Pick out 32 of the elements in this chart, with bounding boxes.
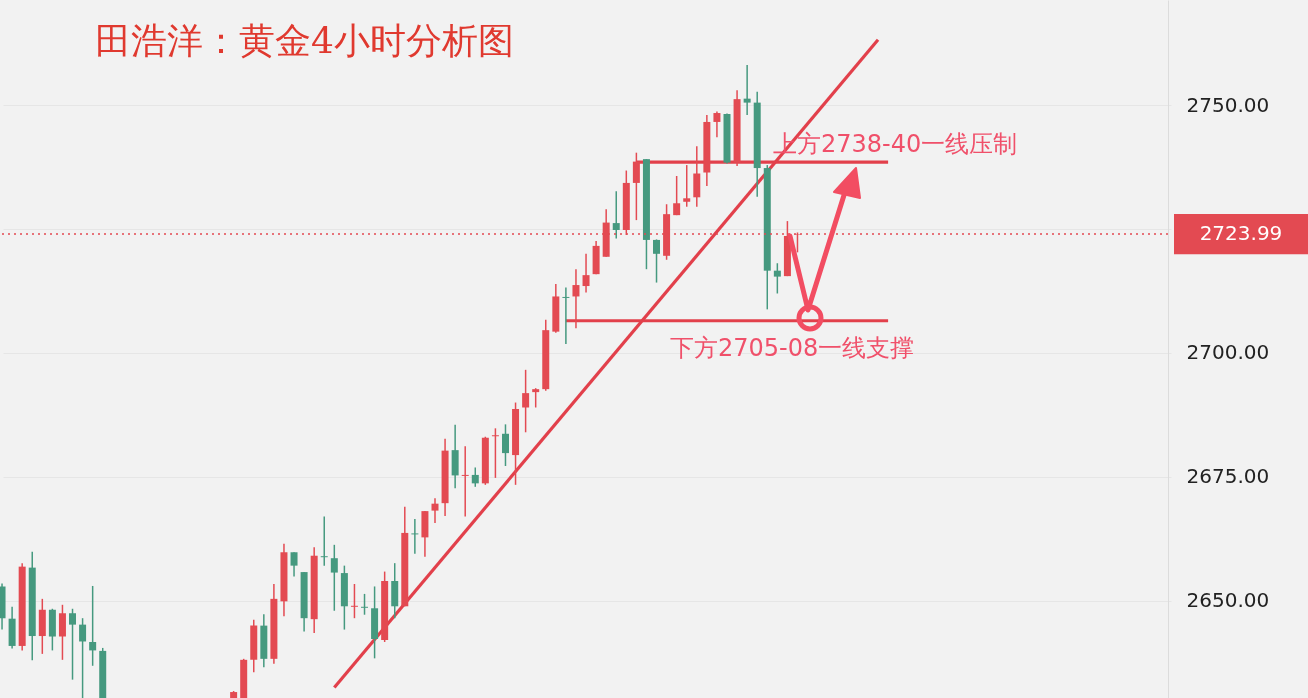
ref-line-label: 2723.99 bbox=[1199, 221, 1283, 246]
candlestick bbox=[431, 497, 439, 524]
candlestick bbox=[532, 387, 540, 409]
y-tick-label: 2700.00 bbox=[1186, 340, 1270, 365]
candlestick bbox=[582, 253, 590, 294]
candlestick bbox=[461, 445, 469, 518]
y-tick-label: 2675.00 bbox=[1186, 464, 1270, 489]
candlestick bbox=[673, 175, 681, 216]
candlestick bbox=[79, 617, 87, 698]
candlestick bbox=[89, 585, 97, 667]
candlestick bbox=[320, 515, 328, 567]
candlestick bbox=[69, 608, 77, 681]
candlestick bbox=[653, 238, 661, 284]
y-tick-label: 2650.00 bbox=[1186, 588, 1270, 613]
candlestick bbox=[290, 551, 298, 578]
candlestick bbox=[522, 369, 530, 434]
candlestick bbox=[350, 583, 358, 619]
annotation: 下方2705-08一线支撑 bbox=[670, 334, 915, 362]
candlestick bbox=[743, 64, 751, 116]
candlestick bbox=[562, 286, 570, 345]
candlestick bbox=[773, 262, 781, 295]
candlestick bbox=[361, 593, 369, 616]
candlestick bbox=[713, 110, 721, 139]
candlestick bbox=[471, 466, 479, 488]
y-tick-label: 2750.00 bbox=[1186, 92, 1270, 117]
candlestick bbox=[491, 427, 499, 479]
candlestick bbox=[612, 190, 620, 240]
text: 田浩洋：黄金4小时分析图 bbox=[95, 20, 514, 61]
candlestick bbox=[330, 544, 338, 612]
candlestick bbox=[58, 604, 66, 661]
candlestick bbox=[501, 423, 509, 467]
candlestick bbox=[411, 518, 419, 555]
